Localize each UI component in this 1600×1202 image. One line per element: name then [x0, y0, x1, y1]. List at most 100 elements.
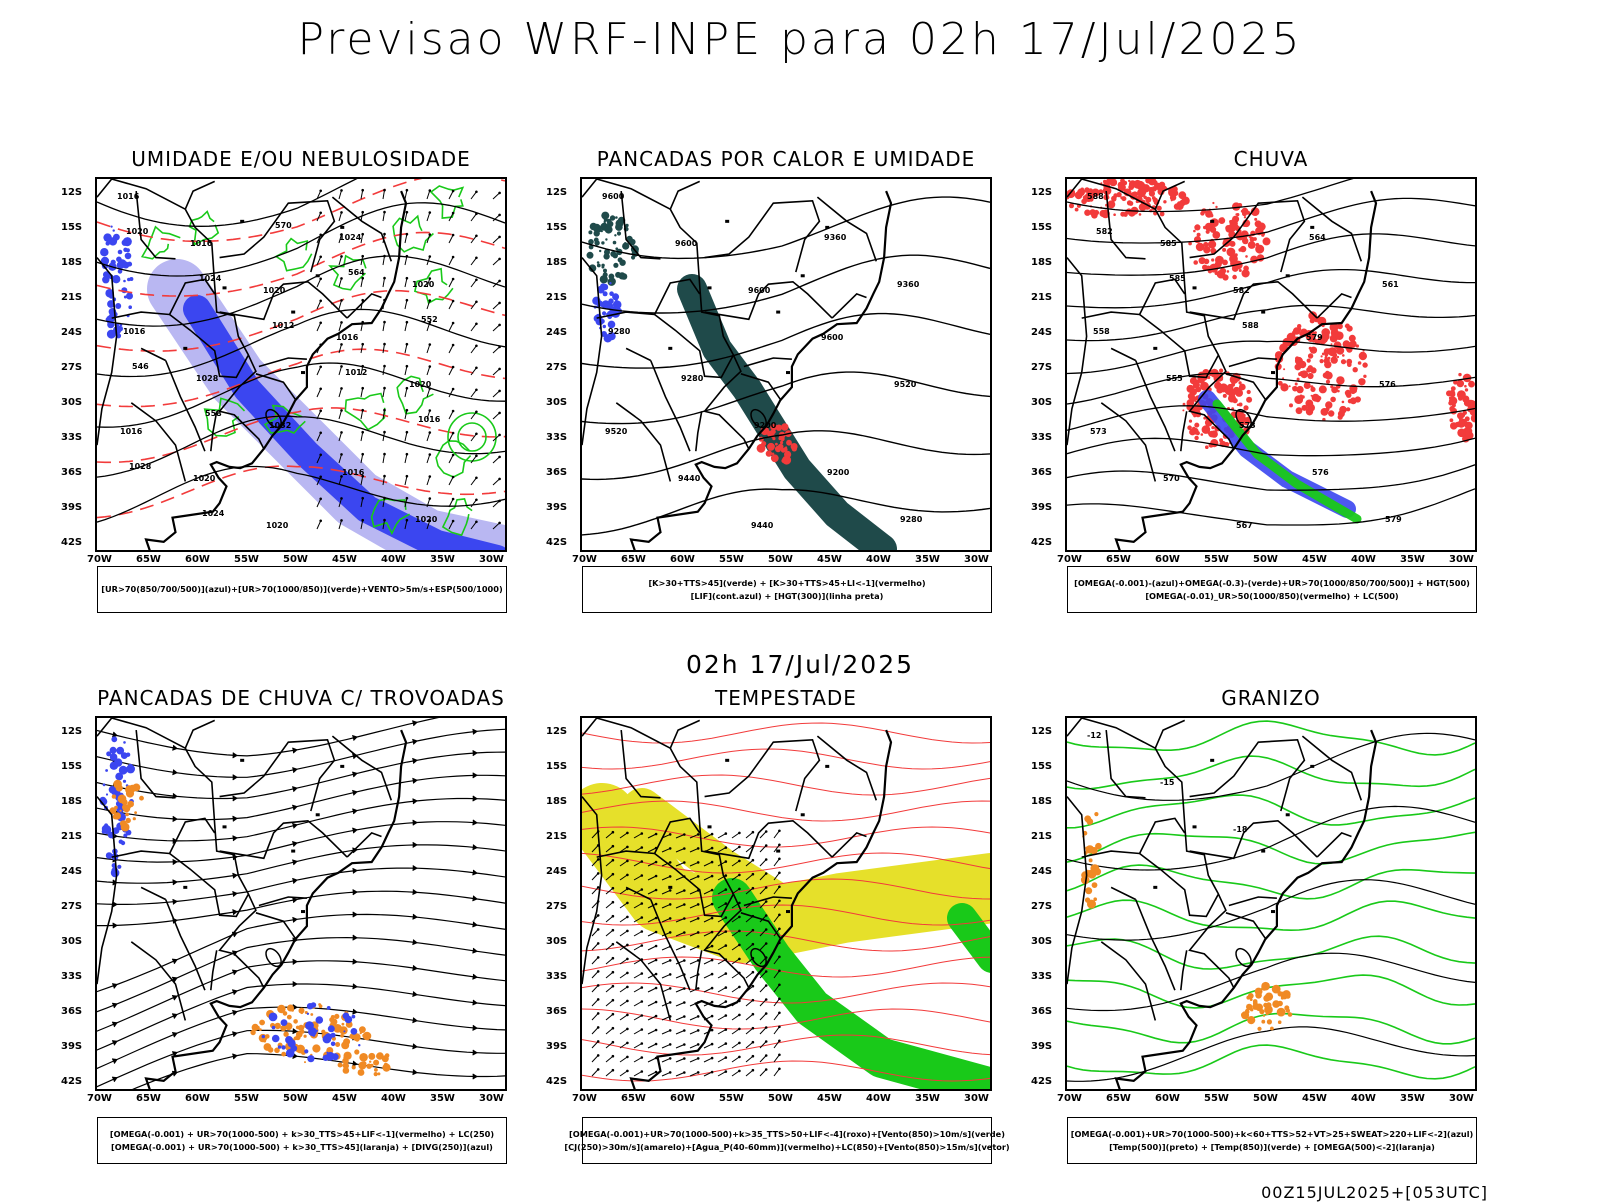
humidity-cell	[113, 233, 120, 241]
longitude-tick-label: 60W	[185, 1093, 210, 1104]
wind-vector	[605, 915, 614, 923]
wind-vector-head	[428, 365, 432, 368]
rain-red-cell	[1318, 385, 1327, 394]
lake-mark	[291, 849, 296, 853]
wind-vector-head	[405, 320, 409, 324]
wind-vector	[338, 234, 342, 244]
wind-vector-head	[361, 474, 365, 478]
wind-vector	[426, 256, 431, 266]
wind-vector	[316, 432, 322, 442]
divergence-cell	[330, 1032, 336, 1038]
contour-label: 9200	[754, 421, 777, 430]
latitude-tick-label: 18S	[1031, 796, 1053, 807]
wind-vector-head	[428, 189, 432, 192]
rain-red-cell	[1316, 395, 1322, 401]
thunderstorm-cell	[256, 1025, 260, 1030]
streamline-arrow	[112, 731, 118, 738]
wind-vector-head	[361, 364, 365, 368]
rain-red-cell	[1298, 327, 1302, 331]
hgt300-line	[582, 312, 990, 369]
omega500-cell	[1280, 996, 1284, 1000]
wind-vector-head	[475, 410, 478, 414]
wind-vector-head	[696, 1015, 700, 1018]
streamline-arrow	[232, 835, 238, 842]
hgt500-line	[1067, 197, 1475, 244]
wind-vector-head	[654, 916, 658, 920]
lake-mark	[1153, 885, 1158, 889]
wind-vector-head	[405, 276, 409, 280]
thunderstorm-cell	[132, 817, 136, 821]
contour-label: 9280	[900, 515, 923, 524]
wind-vector-head	[683, 1057, 686, 1060]
rain-red-cell	[1277, 380, 1283, 386]
wind-vector	[633, 833, 643, 839]
wind-vector-head	[498, 411, 501, 415]
wind-vector-head	[764, 914, 768, 917]
wind-vector-head	[340, 431, 343, 434]
thunderstorm-cell	[259, 1019, 265, 1026]
border-line	[1105, 191, 1146, 260]
convection-cell	[630, 241, 635, 246]
wind-vector-head	[668, 833, 672, 836]
lake-mark	[786, 910, 790, 914]
rain-red-cell	[1308, 346, 1312, 350]
wind-vector	[448, 432, 454, 442]
wind-vector-head	[451, 211, 455, 215]
rain-red-cell	[1069, 203, 1074, 209]
humidity-cell	[112, 229, 115, 232]
wind-vector	[492, 192, 500, 200]
longitude-tick-label: 30W	[1449, 554, 1474, 565]
wind-vector-head	[751, 1012, 755, 1016]
longitude-tick-label: 70W	[87, 1093, 112, 1104]
rain-red-cell	[1080, 187, 1084, 191]
rain-red-cell	[1128, 179, 1131, 183]
wind-vector-head	[683, 861, 686, 864]
main-title: Previsao WRF-INPE para 02h 17/Jul/2025	[297, 14, 1303, 65]
rain-red-cell	[1238, 269, 1242, 272]
rain-red-cell	[1188, 419, 1193, 423]
wind-vector-head	[611, 998, 615, 1002]
wind-vector	[633, 903, 643, 909]
divergence-cell	[104, 823, 108, 828]
streamline-arrow	[111, 1040, 118, 1046]
contour-label: 1028	[129, 462, 152, 471]
wind-vector-head	[451, 343, 455, 347]
rain-red-cell	[1358, 351, 1367, 360]
wind-vector	[717, 987, 727, 993]
rain-red-cell	[1244, 240, 1248, 245]
wind-vector	[591, 1013, 599, 1021]
streamline-arrow	[231, 989, 238, 996]
wind-vector	[745, 887, 754, 895]
rain-red-cell	[1352, 367, 1358, 373]
thunderstorm-cell	[342, 1067, 350, 1074]
humidity-cell	[123, 279, 126, 283]
wind-vector	[591, 845, 599, 853]
rain-red-cell	[1469, 408, 1475, 416]
wind-vector-head	[596, 928, 600, 931]
lake-mark	[1285, 274, 1290, 278]
wind-vector	[382, 344, 385, 354]
streamline-arrow	[352, 789, 358, 796]
streamline-arrow	[412, 798, 418, 805]
rain-red-cell	[1235, 213, 1238, 216]
run-stamp: 00Z15JUL2025+[053UTC]	[1261, 1183, 1488, 1202]
wind-vector-head	[751, 970, 755, 974]
wind-vector	[731, 1028, 740, 1035]
border-line	[625, 347, 652, 362]
border-line	[1189, 738, 1306, 812]
rain-red-cell	[1107, 200, 1116, 209]
convection-cell	[588, 230, 593, 235]
wind-vector-head	[611, 858, 615, 862]
thunderstorm-cell	[251, 1023, 259, 1031]
wind-vector	[591, 985, 599, 993]
rain-red-cell	[1449, 389, 1456, 396]
wind-vector-head	[724, 1014, 728, 1017]
wind-vector-head	[319, 233, 322, 237]
wind-vector-head	[340, 343, 343, 346]
rain-red-cell	[1226, 247, 1236, 257]
wind-vector-head	[319, 475, 322, 479]
wind-vector	[382, 322, 385, 332]
divergence-cell	[306, 1012, 310, 1015]
longitude-tick-label: 40W	[381, 1093, 406, 1104]
divergence-cell	[277, 1045, 282, 1049]
